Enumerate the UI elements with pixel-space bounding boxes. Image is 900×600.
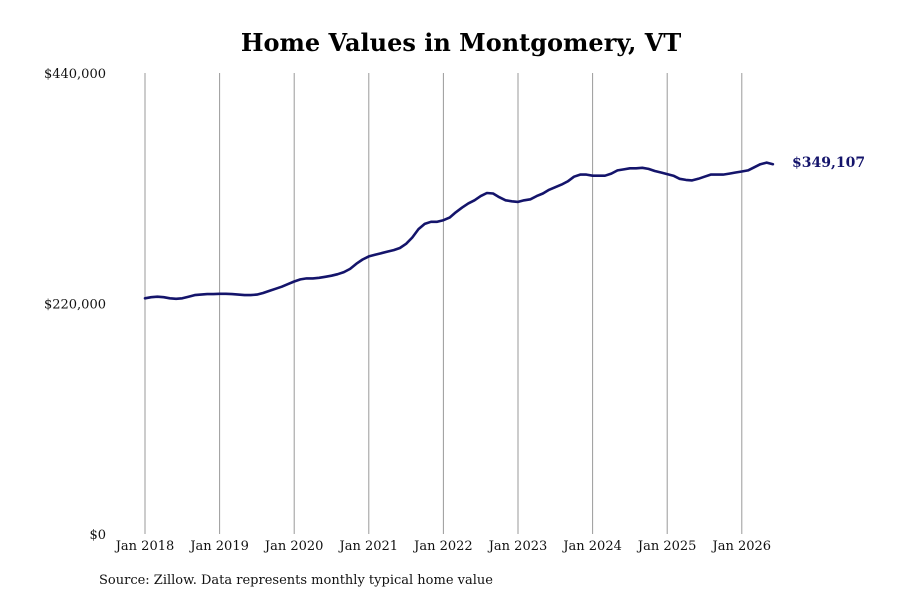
y-tick-label: $440,000 (44, 67, 106, 82)
chart-title: Home Values in Montgomery, VT (241, 28, 681, 57)
x-tick-label: Jan 2020 (263, 539, 324, 554)
x-tick-label: Jan 2021 (338, 539, 399, 554)
x-axis-ticks: Jan 2018 Jan 2019 Jan 2020 Jan 2021 Jan 2022… (114, 539, 771, 554)
y-tick-label: $220,000 (44, 298, 106, 313)
y-axis-ticks: $0 $220,000 $440,000 (44, 67, 106, 543)
x-tick-label: Jan 2026 (711, 539, 772, 554)
x-tick-label: Jan 2019 (188, 539, 249, 554)
home-value-line (143, 161, 775, 301)
gridlines (144, 73, 743, 534)
y-tick-label: $0 (89, 528, 106, 543)
x-tick-label: Jan 2018 (114, 539, 175, 554)
end-value-label: $349,107 (792, 155, 865, 171)
source-note: Source: Zillow. Data represents monthly … (99, 573, 493, 588)
x-tick-label: Jan 2024 (561, 539, 622, 554)
x-tick-label: Jan 2025 (636, 539, 697, 554)
series-layer (143, 161, 775, 301)
x-tick-label: Jan 2023 (487, 539, 548, 554)
x-tick-label: Jan 2022 (412, 539, 473, 554)
